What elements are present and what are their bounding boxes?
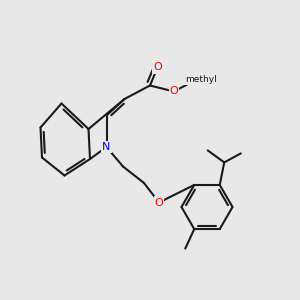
Text: O: O: [153, 62, 162, 73]
Text: O: O: [154, 197, 164, 208]
Text: O: O: [154, 197, 164, 208]
Text: O: O: [169, 86, 178, 97]
Text: O: O: [169, 86, 178, 97]
Text: O: O: [153, 62, 162, 73]
Text: methyl: methyl: [185, 75, 217, 84]
Text: N: N: [102, 142, 111, 152]
